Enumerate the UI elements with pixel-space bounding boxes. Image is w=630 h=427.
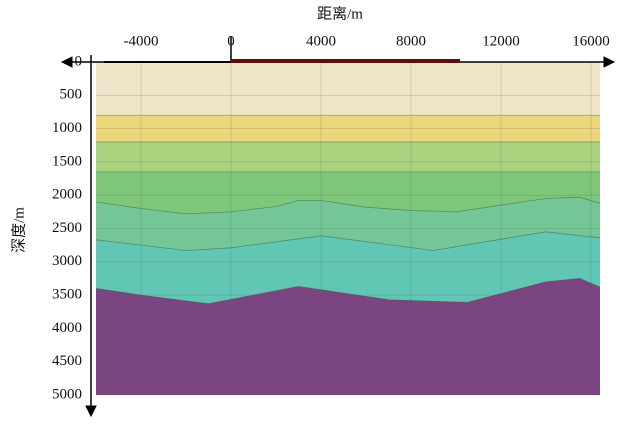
y-tick-label: 3000 xyxy=(52,253,82,269)
x-tick-label: 8000 xyxy=(396,33,426,49)
y-tick-label: 4500 xyxy=(52,353,82,369)
y-tick-label: 1500 xyxy=(52,153,82,169)
x-tick-label: 12000 xyxy=(482,33,520,49)
x-tick-label: 0 xyxy=(227,33,235,49)
y-tick-label: 0 xyxy=(75,53,83,69)
y-tick-label: 1000 xyxy=(52,120,82,136)
x-tick-label: 16000 xyxy=(572,33,610,49)
plot-area xyxy=(96,62,600,395)
y-axis-label: 深度/m xyxy=(10,207,27,253)
x-tick-label: -4000 xyxy=(124,33,159,49)
y-tick-label: 500 xyxy=(60,87,83,103)
y-tick-label: 2000 xyxy=(52,187,82,203)
x-tick-label: 4000 xyxy=(306,33,336,49)
y-tick-label: 4000 xyxy=(52,320,82,336)
y-tick-label: 3500 xyxy=(52,287,82,303)
y-tick-label: 5000 xyxy=(52,386,82,402)
y-axis-arrow xyxy=(86,406,96,416)
chart: 距离/m 深度/m -4000 0 4000 8000 12000 16000 0 500 10… xyxy=(0,0,630,422)
x-axis-label: 距离/m xyxy=(317,5,363,22)
y-tick-label: 2500 xyxy=(52,220,82,236)
